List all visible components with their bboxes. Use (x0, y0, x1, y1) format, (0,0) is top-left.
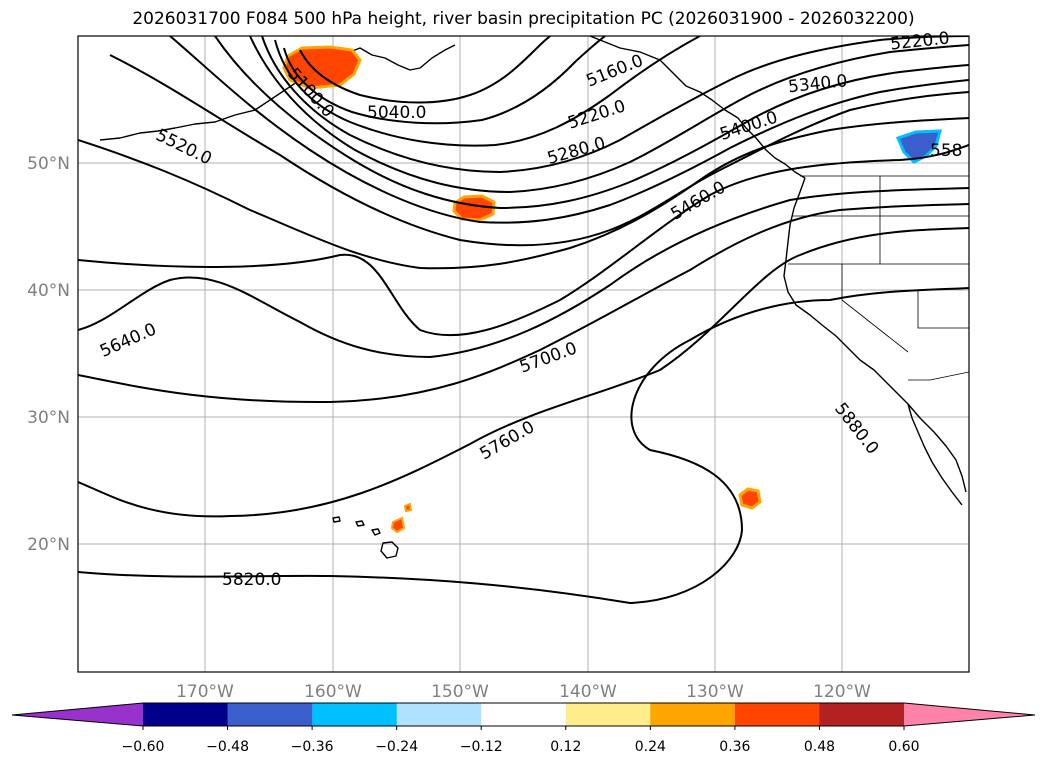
contour-5040 (299, 36, 551, 104)
precip-positive-hawaii (390, 516, 406, 534)
contour-5760 (78, 227, 969, 518)
lat-label-40n: 40°N (27, 281, 70, 301)
contour-label: 5700.0 (517, 338, 580, 377)
contour-label: 5220.0 (889, 28, 950, 54)
hawaii-big-island (380, 541, 399, 559)
contour-5280 (249, 36, 969, 194)
colorbar-segment (819, 703, 905, 726)
contour-5400 (169, 36, 969, 224)
contour-5700 (78, 203, 969, 404)
colorbar-segment (734, 703, 820, 726)
lon-label-130w: 130°W (686, 682, 744, 702)
lon-label-160w: 160°W (304, 682, 362, 702)
colorbar-segment (650, 703, 736, 726)
contour-label: 5880.0 (830, 399, 882, 458)
contour-label: 5820.0 (222, 570, 281, 590)
precipitation-shading (282, 45, 942, 534)
colorbar-tick-label: 0.48 (804, 739, 835, 755)
contour-labels: 5040.0 5100.0 5160.0 5220.0 5220.0 5280.… (97, 28, 962, 590)
contour-5820 (78, 287, 969, 605)
alaska-peninsula-coast (99, 44, 456, 141)
map-frame (77, 35, 970, 673)
colorbar-tick-label: −0.24 (375, 739, 418, 755)
contour-label: 558 (930, 141, 962, 161)
state-border-arizona (917, 290, 969, 329)
lon-label-120w: 120°W (813, 682, 871, 702)
colorbar-segment (565, 703, 651, 726)
colorbar-tick-label: 0.24 (635, 739, 666, 755)
contour-label: 5220.0 (565, 96, 628, 133)
colorbar-segments (12, 703, 1035, 726)
contour-5340 (214, 36, 969, 210)
state-border-nevada (841, 264, 909, 353)
lon-label-140w: 140°W (559, 682, 617, 702)
lon-label-150w: 150°W (431, 682, 489, 702)
precip-positive-bering-sea (282, 45, 362, 90)
graticule (78, 36, 969, 672)
colorbar-segment (396, 703, 482, 726)
precip-positive-east-pacific (738, 487, 762, 510)
lat-label-20n: 20°N (27, 535, 70, 555)
lat-label-30n: 30°N (27, 408, 70, 428)
precip-positive-hawaii-small (403, 502, 413, 513)
map-title: 2026031700 F084 500 hPa height, river ba… (132, 9, 915, 29)
lon-label-170w: 170°W (176, 682, 234, 702)
precip-positive-north-pacific (452, 194, 496, 222)
contour-5520 (78, 117, 969, 270)
contour-label: 5760.0 (477, 417, 539, 464)
colorbar: −0.60 −0.48 −0.36 −0.24 −0.12 0.12 0.24 0.36 0.4… (11, 702, 1036, 755)
hawaii-oahu (355, 520, 365, 527)
hawaii-kauai (332, 516, 341, 523)
contour-label: 5040.0 (367, 103, 426, 123)
colorbar-tick-label: −0.48 (206, 739, 249, 755)
lat-label-50n: 50°N (27, 154, 70, 174)
baja-peninsula-coast (907, 403, 963, 506)
contour-label: 5160.0 (583, 51, 646, 92)
colorbar-tick-label: 0.60 (888, 739, 919, 755)
us-west-coast (783, 177, 967, 493)
southeast-alaska-coast (589, 36, 806, 179)
colorbar-extend-min (12, 703, 143, 726)
colorbar-segment (143, 703, 229, 726)
contour-5640 (78, 187, 969, 359)
contour-label: 5640.0 (97, 319, 159, 361)
political-borders (788, 175, 969, 381)
colorbar-segment (481, 703, 567, 726)
contour-5580 (78, 144, 969, 337)
contour-5160 (274, 36, 701, 147)
colorbar-tick-label: 0.36 (719, 739, 750, 755)
coastlines (99, 36, 967, 559)
colorbar-tick-label: −0.12 (460, 739, 503, 755)
us-mexico-border (908, 371, 969, 381)
latitude-labels: 50°N 40°N 30°N 20°N (27, 154, 70, 555)
colorbar-tick-label: −0.60 (122, 739, 165, 755)
precip-negative-british-columbia (895, 129, 942, 164)
colorbar-ticks: −0.60 −0.48 −0.36 −0.24 −0.12 0.12 0.24 0.36 0.4… (122, 726, 920, 755)
hawaii-maui (371, 528, 381, 536)
contour-5220 (261, 36, 969, 174)
contour-label: 5280.0 (545, 133, 608, 169)
colorbar-tick-label: −0.36 (291, 739, 334, 755)
contour-5460 (109, 54, 969, 247)
colorbar-segment (312, 703, 398, 726)
height-contours (78, 36, 969, 605)
contour-5100 (283, 36, 606, 125)
colorbar-segment (227, 703, 313, 726)
colorbar-tick-label: 0.12 (550, 739, 581, 755)
colorbar-extend-max (904, 703, 1035, 726)
longitude-labels: 170°W 160°W 150°W 140°W 130°W 120°W (176, 682, 871, 702)
contour-label: 5460.0 (668, 178, 730, 225)
